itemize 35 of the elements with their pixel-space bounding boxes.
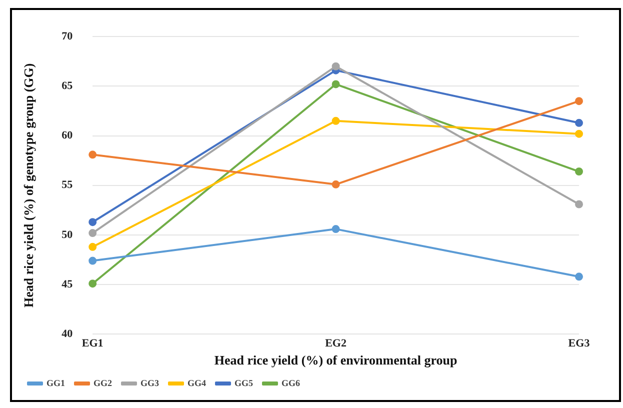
- point: [575, 272, 583, 281]
- x-tick-label: EG2: [325, 338, 347, 350]
- y-tick-label: 55: [62, 179, 74, 192]
- x-axis-title: Head rice yield (%) of environmental group: [214, 352, 458, 368]
- y-tick-label: 40: [62, 328, 74, 340]
- point: [88, 256, 97, 265]
- point: [575, 118, 583, 127]
- legend-label: GG1: [46, 378, 66, 388]
- point: [332, 180, 340, 188]
- point: [88, 218, 97, 226]
- point: [332, 116, 340, 125]
- point: [88, 242, 97, 251]
- legend-label: GG6: [282, 378, 301, 388]
- y-tick-label: 60: [62, 130, 74, 142]
- y-tick-label: 45: [62, 278, 74, 290]
- point: [332, 62, 340, 70]
- legend-label: GG2: [94, 378, 112, 388]
- point: [575, 97, 583, 106]
- y-axis-title: Head rice yield (%) of genotype group (GG): [21, 63, 36, 308]
- x-tick-label: EG3: [568, 338, 590, 350]
- x-tick-label: EG1: [82, 338, 104, 350]
- point: [88, 150, 97, 159]
- point: [88, 280, 97, 288]
- legend-label: GG5: [234, 378, 254, 388]
- point: [575, 130, 583, 138]
- point: [575, 168, 583, 176]
- point: [332, 80, 340, 88]
- legend-label: GG4: [188, 378, 207, 388]
- legend-label: GG3: [140, 378, 160, 388]
- point: [575, 200, 583, 208]
- y-tick-label: 65: [62, 80, 74, 92]
- point: [332, 225, 340, 234]
- point: [88, 229, 97, 238]
- y-tick-label: 70: [62, 30, 74, 42]
- y-tick-label: 50: [62, 228, 74, 241]
